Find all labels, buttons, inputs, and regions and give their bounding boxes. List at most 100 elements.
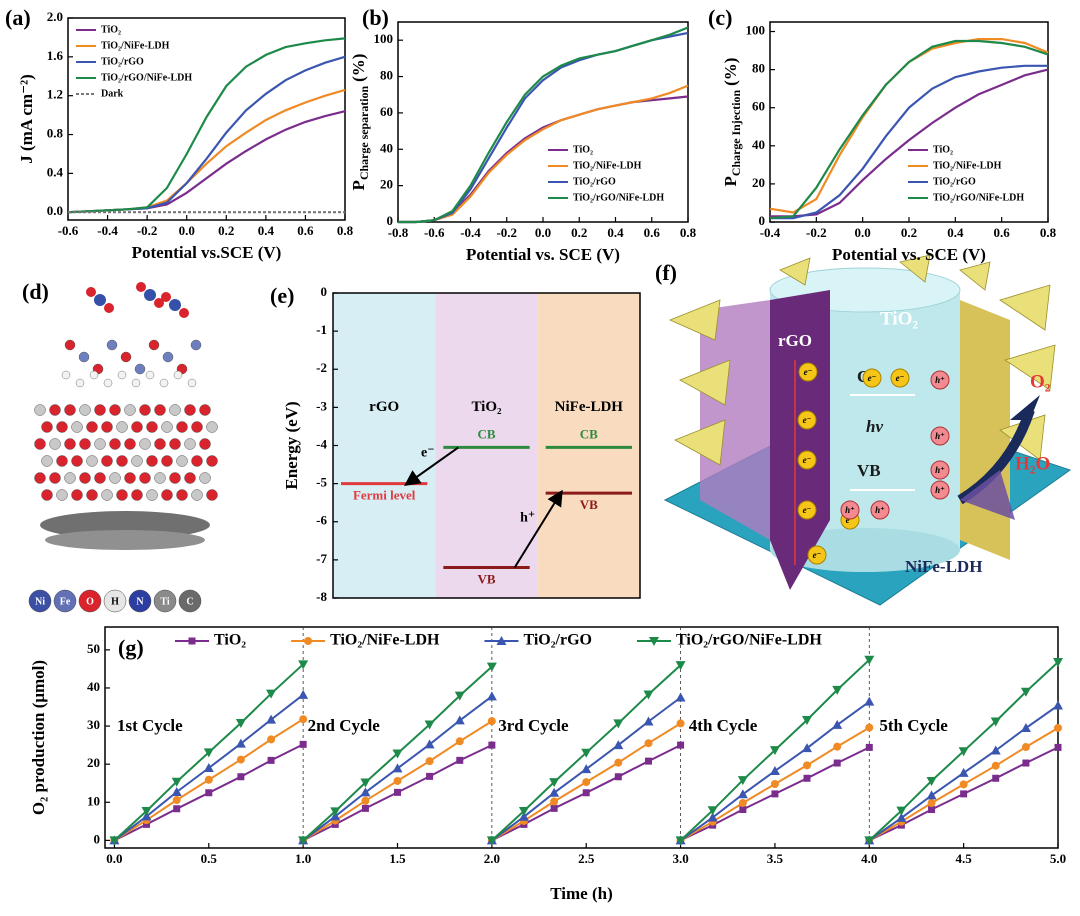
y-tick-label: -5 xyxy=(316,475,327,490)
atom xyxy=(206,421,218,433)
h2o-label: H₂O xyxy=(1015,453,1050,474)
atom xyxy=(187,378,197,388)
x-tick-label: 0.2 xyxy=(571,225,587,240)
x-tick-label: 2.5 xyxy=(578,851,595,866)
hole xyxy=(930,460,950,480)
series-line xyxy=(769,38,1049,214)
hv-label: hν xyxy=(866,417,883,436)
marker xyxy=(1054,723,1062,732)
cycle-label: 2nd Cycle xyxy=(308,716,381,735)
atom xyxy=(154,298,164,308)
y-tick-label: 0 xyxy=(94,831,101,846)
y-tick-label: 40 xyxy=(380,140,393,155)
marker xyxy=(739,806,747,814)
marker xyxy=(236,755,245,764)
x-tick-label: 0.2 xyxy=(901,225,917,240)
atom xyxy=(86,455,98,467)
cycle-label: 5th Cycle xyxy=(879,716,948,735)
atom xyxy=(41,455,53,467)
marker xyxy=(204,775,213,784)
atom xyxy=(34,472,46,484)
marker xyxy=(832,685,843,695)
marker xyxy=(960,790,968,798)
atom xyxy=(101,489,113,501)
atom xyxy=(161,421,173,433)
atom xyxy=(49,472,61,484)
marker xyxy=(488,741,496,749)
atom xyxy=(139,404,151,416)
x-tick-label: 0.0 xyxy=(106,851,122,866)
hole-label: h⁺ xyxy=(935,485,945,495)
marker xyxy=(959,780,968,789)
marker xyxy=(1021,743,1030,752)
atom xyxy=(131,489,143,501)
x-axis-label: Potential vs. SCE (V) xyxy=(832,245,986,264)
legend-label: TiO₂/rGO xyxy=(573,176,616,187)
marker xyxy=(426,772,434,780)
marker xyxy=(549,778,560,788)
y-tick-label: 60 xyxy=(752,99,765,114)
marker xyxy=(803,774,811,782)
electron xyxy=(797,450,817,470)
marker xyxy=(833,742,842,751)
legend-swatch xyxy=(53,589,77,613)
marker xyxy=(456,756,464,764)
y-tick-label: 40 xyxy=(752,137,765,152)
atom xyxy=(86,421,98,433)
marker xyxy=(990,745,1001,755)
electron-label: e⁻ xyxy=(896,373,905,383)
x-tick-label: 0.5 xyxy=(201,851,218,866)
atom xyxy=(206,455,218,467)
legend-label: Dark xyxy=(101,88,124,99)
legend-label: TiO₂/rGO xyxy=(523,632,592,649)
atom xyxy=(191,455,203,467)
level-label: CB xyxy=(580,426,598,441)
marker xyxy=(644,757,652,765)
atom xyxy=(176,489,188,501)
hole xyxy=(840,500,860,520)
atom xyxy=(146,455,158,467)
x-tick-label: 0.2 xyxy=(218,223,234,238)
atom xyxy=(86,489,98,501)
marker xyxy=(298,689,309,699)
marker xyxy=(896,806,907,816)
marker xyxy=(803,761,812,770)
y-tick-label: 60 xyxy=(380,104,393,119)
y-axis-label: O₂ production (μmol) xyxy=(29,660,48,815)
atom xyxy=(56,421,68,433)
legend-label: TiO₂/rGO/NiFe-LDH xyxy=(573,192,664,203)
legend-label: TiO₂/NiFe-LDH xyxy=(330,632,440,649)
atom xyxy=(117,370,127,380)
region-label: NiFe-LDH xyxy=(555,399,624,415)
atom xyxy=(139,472,151,484)
y-tick-label: 80 xyxy=(752,61,765,76)
region-bg xyxy=(435,293,538,598)
hole-label: h⁺ xyxy=(935,465,945,475)
marker xyxy=(360,787,371,797)
atom xyxy=(154,404,166,416)
marker xyxy=(864,696,875,706)
marker xyxy=(392,763,403,773)
hole xyxy=(930,480,950,500)
electron xyxy=(890,368,910,388)
legend-label: TiO₂ xyxy=(214,632,246,649)
y-tick-label: 30 xyxy=(87,717,100,732)
atom xyxy=(206,489,218,501)
marker xyxy=(394,788,402,796)
atom xyxy=(71,455,83,467)
atom xyxy=(146,421,158,433)
region-label: rGO xyxy=(369,399,399,415)
legend-label: TiO₂/rGO/NiFe-LDH xyxy=(933,192,1024,203)
marker xyxy=(896,812,907,822)
atom xyxy=(191,489,203,501)
panel-label: (b) xyxy=(362,5,389,30)
marker xyxy=(267,756,275,764)
h2o-arrow xyxy=(960,470,1015,520)
atom xyxy=(79,404,91,416)
marker xyxy=(109,836,120,846)
marker xyxy=(643,716,654,726)
hole xyxy=(930,370,950,390)
atom xyxy=(199,472,211,484)
legend-marker xyxy=(188,637,196,645)
legend-label: TiO₂ xyxy=(933,144,953,155)
